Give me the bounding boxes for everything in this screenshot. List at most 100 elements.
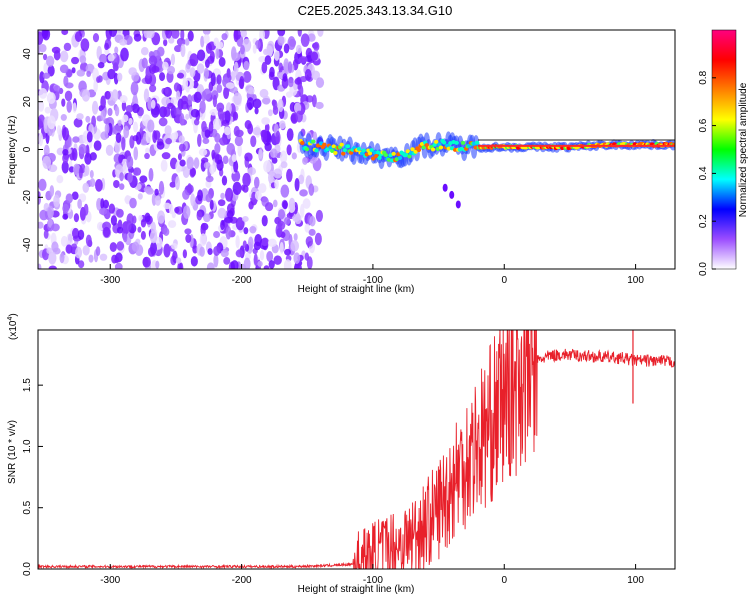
noise-blob [272,100,278,111]
noise-blob [212,94,218,108]
signal-point [434,139,439,144]
noise-blob [131,103,140,114]
colorbar-tick-label: 0.8 [698,70,709,84]
noise-blob [165,30,172,39]
noise-blob [47,115,56,130]
snr-scale-label: (x104) [7,313,19,340]
noise-blob [118,154,123,164]
snr-scale-exp: 4 [7,317,14,321]
noise-blob [147,246,155,257]
noise-blob [286,144,292,156]
noise-blob [235,249,244,258]
noise-blob [140,230,146,240]
noise-blob [288,197,296,211]
noise-blob [107,68,116,80]
noise-blob [71,191,79,200]
noise-blob [147,97,153,111]
noise-blob [76,69,85,77]
signal-point [348,150,354,155]
noise-blob [92,32,100,43]
noise-blob [293,252,301,264]
noise-blob [154,188,159,196]
noise-blob [156,141,165,150]
noise-blob [187,30,194,42]
noise-blob [133,146,139,161]
noise-blob [144,212,151,223]
noise-blob [95,246,101,257]
noise-blob [252,98,262,109]
noise-blob [77,198,82,209]
noise-blob [171,242,178,250]
colorbar-tick-label: 0.0 [698,262,709,276]
signal-point [391,151,396,156]
noise-blob [245,84,254,94]
noise-blob [83,203,89,216]
noise-blob [196,63,205,74]
noise-blob [190,256,198,267]
noise-blob [185,113,190,120]
noise-blob [176,72,185,79]
noise-blob [232,111,239,121]
noise-blob [206,262,215,269]
noise-blob [213,245,221,257]
noise-blob [93,140,102,151]
noise-blob [64,82,74,89]
colorbar-label: Normalized spectral amplitude [738,82,749,217]
noise-blob [179,262,184,269]
noise-blob [104,42,109,51]
noise-blob [193,157,200,169]
noise-blob [103,226,111,238]
noise-blob [280,161,288,169]
x-tick-label: -200 [232,275,252,286]
noise-blob [53,50,61,61]
noise-blob [177,153,182,161]
noise-blob [180,30,185,41]
snr-y-label: SNR (10 * v/v) [7,420,18,484]
noise-blob [284,248,292,256]
noise-blob [48,164,58,173]
noise-blob [311,94,317,108]
signal-point [383,153,388,158]
noise-blob [168,203,174,215]
y-tick-label: 0 [22,146,33,152]
noise-blob [217,41,224,49]
signal-point [473,145,478,150]
colorbar-tick-label: 0.6 [698,118,709,132]
signal-point [345,144,351,149]
noise-blob [208,121,214,134]
noise-blob [103,118,110,125]
signal-point [410,147,415,152]
signal-point [460,140,466,145]
signal-point [454,140,459,145]
noise-blob [190,108,200,118]
y-tick-label: 0.0 [22,562,33,576]
noise-blob [277,98,284,113]
noise-blob [175,176,180,191]
noise-blob [298,56,308,64]
noise-blob [247,167,257,176]
noise-blob [277,35,285,46]
noise-blob [184,38,190,46]
noise-blob [263,48,269,56]
snr-x-label: Height of straight line (km) [298,584,415,595]
noise-blob [233,61,239,76]
noise-blob [119,38,128,46]
noise-blob [315,209,323,222]
noise-blob [202,138,210,145]
noise-blob [254,233,263,247]
signal-point [452,147,458,152]
noise-blob [211,149,216,159]
noise-blob [186,184,194,194]
noise-blob [89,178,96,187]
noise-blob [294,77,302,85]
noise-blob [60,235,68,247]
noise-blob [154,195,161,206]
noise-blob [93,79,98,93]
noise-blob [212,118,222,131]
noise-blob [290,240,300,252]
noise-blob [121,136,126,151]
noise-blob [53,85,61,92]
y-tick-label: 1.5 [22,378,33,392]
noise-blob [302,156,308,165]
